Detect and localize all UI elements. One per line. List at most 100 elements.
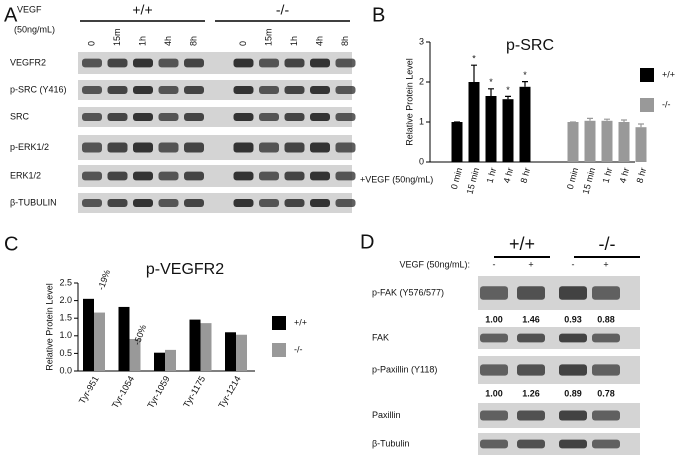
bar — [165, 349, 176, 371]
legend-swatch — [640, 98, 654, 112]
blot-band — [233, 113, 254, 121]
blot-band — [233, 171, 254, 181]
lane-label: 8h — [188, 36, 198, 46]
blot-band — [233, 86, 254, 94]
y-tick-label: 1.0 — [59, 330, 72, 340]
y-tick-label: 3 — [419, 36, 424, 46]
quantification: 1.26 — [522, 388, 540, 398]
blot-band — [133, 199, 153, 207]
legend-label: +/+ — [662, 69, 675, 79]
error-bar — [488, 88, 494, 96]
blot-band — [259, 113, 279, 121]
panel-letter: C — [4, 233, 18, 255]
blot-band — [107, 86, 128, 94]
blot-band — [284, 113, 305, 121]
blot-band — [517, 333, 545, 343]
bar — [118, 306, 130, 371]
y-tick-label: 0 — [419, 156, 424, 166]
y-tick-label: 0.0 — [59, 365, 72, 375]
group-label: -/- — [599, 234, 616, 254]
blot-band — [82, 113, 102, 121]
quantification: 1.46 — [522, 314, 540, 324]
blot-band — [233, 58, 254, 68]
blot-band — [335, 199, 356, 207]
blot — [78, 165, 352, 187]
blot-band — [82, 171, 102, 181]
blot-band — [107, 199, 128, 207]
quantification: 1.00 — [485, 388, 503, 398]
group-label: +/+ — [509, 234, 535, 254]
bar — [618, 122, 630, 162]
bar — [584, 120, 596, 162]
chart-title: p-SRC — [506, 37, 554, 54]
blot-band — [259, 58, 279, 68]
significance-star: * — [472, 54, 476, 64]
lane-label: 15m — [263, 28, 273, 46]
blot-band — [259, 142, 279, 153]
blot-band — [335, 113, 356, 121]
blot-band — [133, 142, 153, 153]
lane-label: 15m — [112, 28, 122, 46]
blot-band — [82, 58, 102, 68]
lane-label: - — [572, 259, 575, 269]
blot-band — [184, 58, 204, 68]
bar — [468, 82, 480, 162]
error-bar — [587, 117, 593, 121]
blot-band — [158, 142, 179, 153]
blot-band — [133, 171, 153, 181]
legend-swatch — [272, 343, 286, 357]
lane-label: + — [528, 259, 533, 269]
blot-band — [158, 86, 179, 94]
blot-band — [284, 58, 305, 68]
y-axis-label: Relative Protein Level — [44, 283, 54, 371]
x-tick-label: 4 hr — [502, 167, 516, 185]
lane-label: 8h — [340, 36, 350, 46]
blot-band — [107, 171, 128, 181]
blot-band — [158, 113, 179, 121]
row-label: p-ERK1/2 — [10, 142, 49, 152]
blot-band — [133, 113, 153, 121]
error-bar — [505, 95, 511, 100]
bar — [567, 122, 579, 162]
panel-letter: D — [360, 231, 374, 253]
blot-band — [259, 199, 279, 207]
y-tick-label: 2.5 — [59, 277, 72, 287]
y-tick-label: 0.5 — [59, 348, 72, 358]
blot-band — [184, 199, 204, 207]
panel-letter: A — [4, 4, 18, 26]
blot-band — [335, 58, 356, 68]
blot — [78, 52, 352, 74]
blot-band — [310, 58, 330, 68]
error-bar — [604, 118, 610, 121]
blot-band — [480, 439, 508, 449]
dose: (50ng/mL) — [14, 24, 55, 34]
quantification: 0.78 — [597, 388, 615, 398]
blot-band — [517, 439, 545, 449]
row-label: p-FAK (Y576/577) — [372, 287, 444, 297]
lane-label: 4h — [163, 36, 173, 46]
quantification: 0.93 — [564, 314, 582, 324]
significance-star: * — [506, 85, 510, 95]
bar — [83, 298, 94, 371]
treatment: VEGF (50ng/mL): — [399, 259, 470, 269]
bar — [129, 338, 141, 371]
blot-band — [517, 410, 545, 421]
blot-band — [310, 86, 330, 94]
blot-band — [335, 171, 356, 181]
blot-band — [480, 410, 508, 421]
blot-band — [284, 171, 305, 181]
lane-label: - — [493, 259, 496, 269]
blot-band — [592, 333, 620, 343]
blot-band — [310, 199, 330, 207]
blot-band — [233, 199, 254, 207]
chart-title: p-VEGFR2 — [146, 261, 224, 278]
blot-band — [310, 171, 330, 181]
blot-band — [284, 199, 305, 207]
group-label: -/- — [276, 2, 290, 18]
lane-label: 0 — [238, 41, 248, 46]
x-tick-label: 1 hr — [601, 167, 615, 185]
y-tick-label: 1.5 — [59, 313, 72, 323]
bar — [451, 122, 463, 162]
blot-band — [107, 58, 128, 68]
